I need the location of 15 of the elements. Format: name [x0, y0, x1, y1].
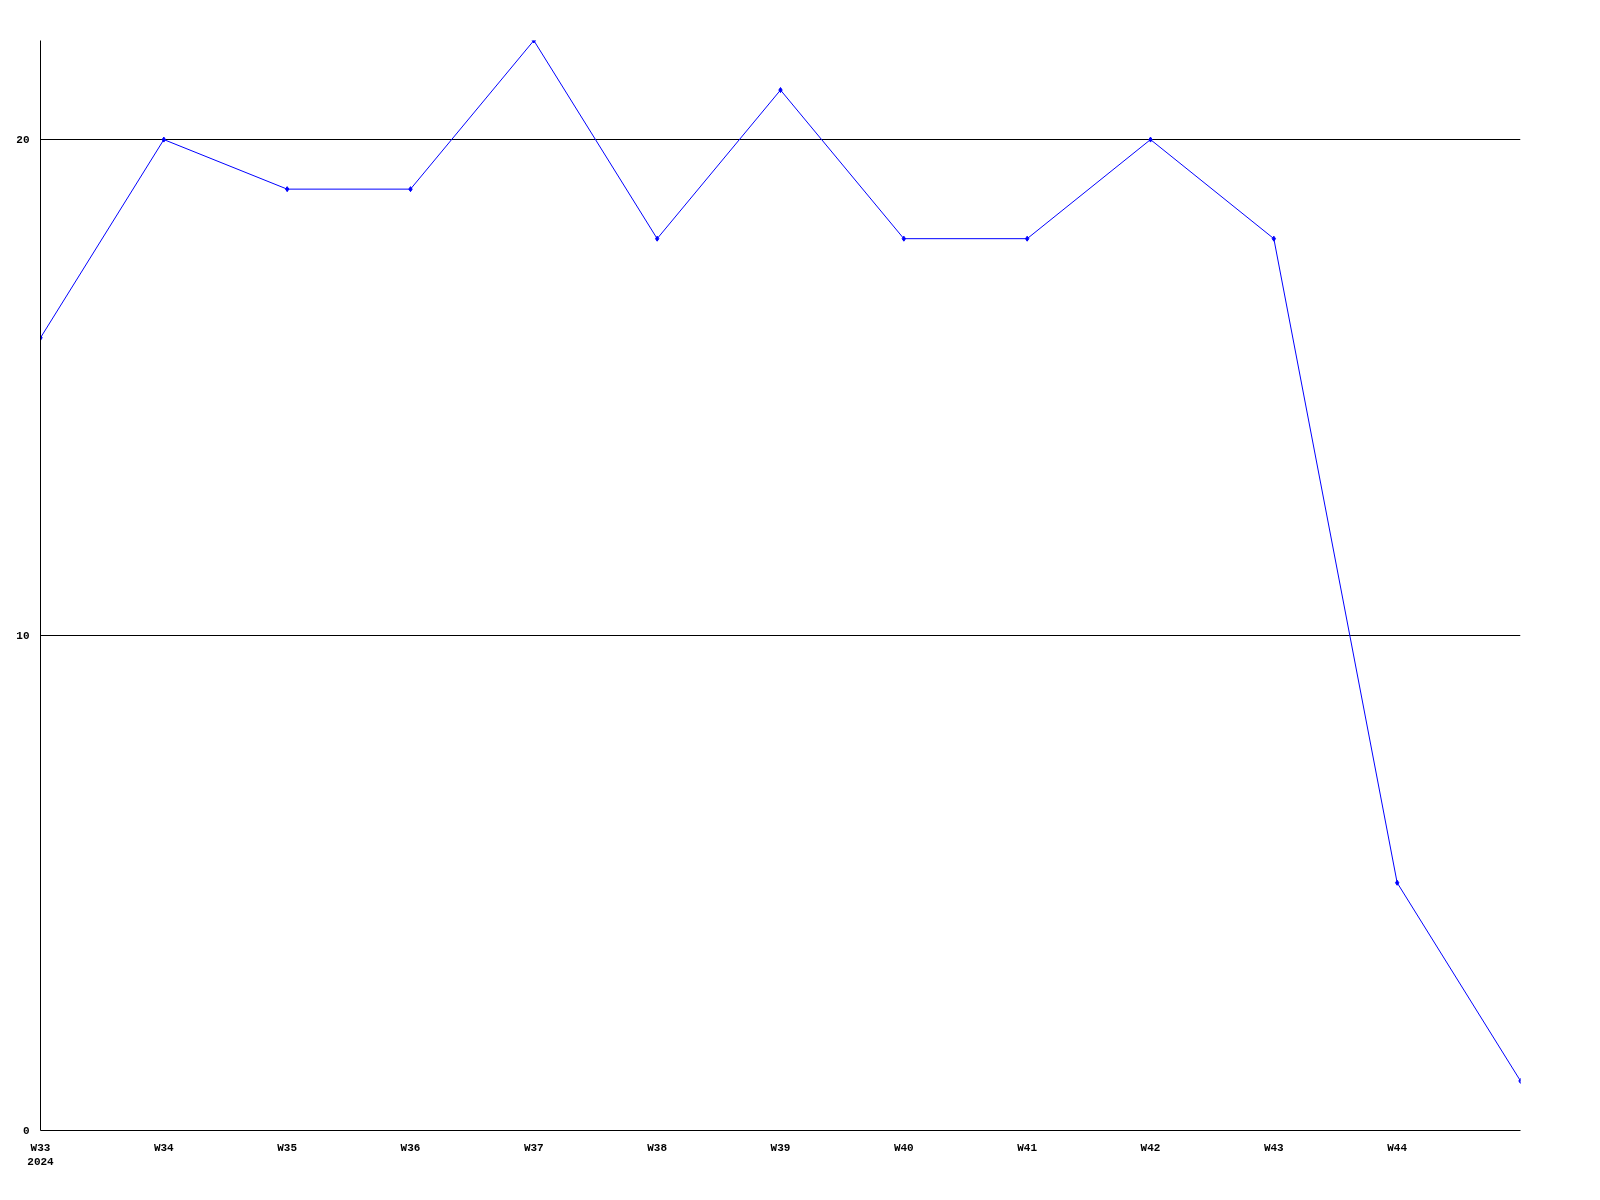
- x-tick-label: W42: [1140, 1141, 1161, 1154]
- x-tick-label: W36: [400, 1141, 421, 1154]
- y-tick-label: 10: [16, 629, 30, 642]
- x-tick-label: W44: [1387, 1141, 1408, 1154]
- x-tick-label: W38: [647, 1141, 668, 1154]
- x-tick-label: W39: [770, 1141, 791, 1154]
- x-tick-label: W43: [1263, 1141, 1285, 1154]
- x-tick-label: W34: [153, 1141, 175, 1154]
- x-tick-label: W33 2024: [27, 1141, 55, 1168]
- x-tick-label: W35: [277, 1141, 298, 1154]
- x-tick-label: W41: [1017, 1141, 1038, 1154]
- y-tick-label: 0: [22, 1125, 30, 1137]
- x-tick-label: W40: [893, 1141, 914, 1154]
- x-tick-label: W37: [523, 1141, 544, 1154]
- y-tick-label: 20: [16, 134, 30, 147]
